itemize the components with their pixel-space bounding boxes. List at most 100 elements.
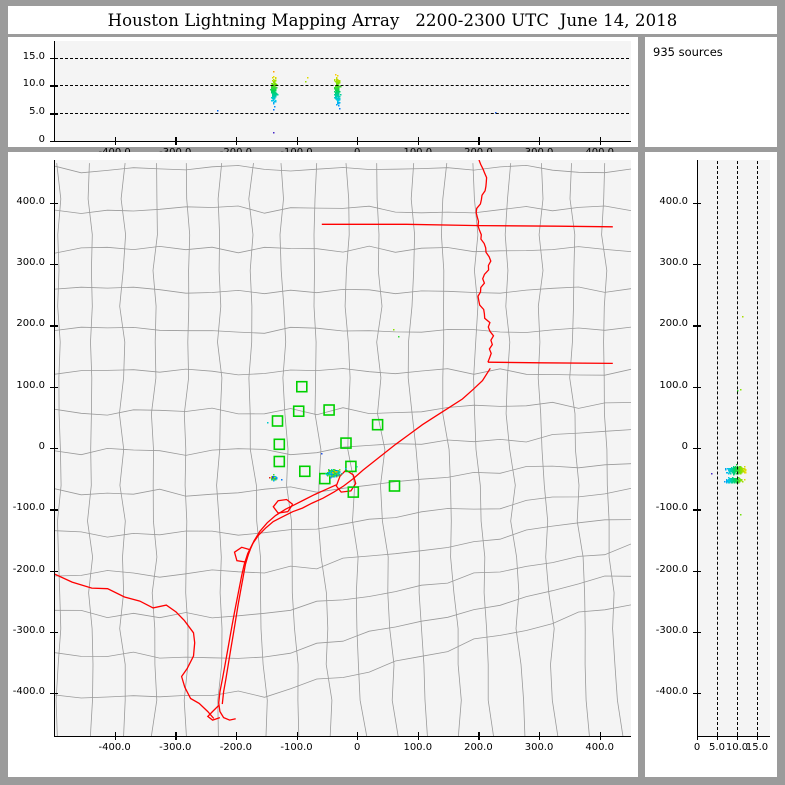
axis-tick-mark [693,570,701,572]
altitude-vs-east-west-plot[interactable] [54,41,631,142]
plan-view-map-plot[interactable] [54,160,631,737]
axis-tick-mark [175,137,177,145]
axis-tick-mark [693,264,701,266]
lma-station-marker [271,415,284,427]
lma-station-marker [318,472,331,485]
axis-tick-mark [599,137,601,145]
axis-tick-label: -100.0 [655,502,688,514]
axis-tick-label: 0 [353,742,361,753]
axis-tick-mark [693,509,701,511]
axis-tick-label: -100.0 [280,742,313,753]
axis-tick-mark [697,732,699,740]
lma-station-marker [273,455,286,468]
lma-station-marker [292,405,305,417]
map-svg [55,160,631,736]
axis-tick-mark [50,693,58,695]
axis-tick-mark [693,631,701,634]
north-south-vs-altitude-plot[interactable] [697,160,770,737]
axis-tick-label: 0 [681,441,688,452]
axis-tick-mark [757,732,759,740]
axis-tick-label: 300.0 [16,257,45,269]
axis-tick-mark [478,732,480,740]
axis-tick-mark [539,137,541,145]
lma-station-marker [299,465,311,478]
axis-tick-mark [114,137,116,145]
lma-station-marker [273,438,286,451]
sources-count-label: 935 sources [653,45,723,59]
axis-tick-label: -300.0 [12,624,45,636]
axis-tick-label: 400.0 [585,742,614,753]
axis-tick-label: -200.0 [12,563,45,575]
axis-tick-mark [50,509,58,511]
axis-tick-label: -300.0 [159,742,192,753]
lma-station-marker [296,380,308,393]
axis-tick-mark [693,325,701,327]
axis-tick-mark [717,732,719,740]
axis-tick-mark [114,732,116,740]
axis-tick-label: -300.0 [655,624,688,636]
axis-tick-mark [737,732,739,740]
axis-tick-mark [50,202,58,205]
axis-tick-mark [417,732,420,740]
axis-tick-label: 200.0 [464,742,493,753]
axis-tick-label: 100.0 [16,379,45,391]
axis-tick-label: 200.0 [16,318,45,330]
axis-tick-mark [539,732,541,740]
lma-station-marker [323,404,335,416]
axis-tick-mark [50,448,58,450]
sources-count-panel: 935 sources [645,37,777,147]
gulf-coastline [206,367,491,721]
axis-tick-label: 100.0 [403,742,433,753]
axis-tick-label: -400.0 [12,686,45,698]
axis-tick-mark [296,732,298,740]
north-south-vs-altitude-panel: -400.0 -300.0 -200.0 -100.0 0 100.0 200.0 300.0… [645,152,777,777]
axis-tick-label: 300.0 [659,257,688,269]
lma-station-marker [388,480,401,492]
axis-tick-mark [50,113,58,115]
axis-tick-mark [599,732,601,740]
title-bar: Houston Lightning Mapping Array 2200-230… [8,6,777,34]
axis-tick-mark [50,57,58,59]
lma-station-marker [347,486,360,498]
axis-tick-label: 400.0 [16,195,45,207]
axis-tick-label: -100.0 [12,502,45,514]
axis-tick-label: 5.0 [709,742,725,753]
axis-tick-label: -400.0 [98,742,131,753]
gridline-vertical [737,161,738,735]
axis-tick-mark [357,137,359,145]
axis-tick-mark [357,732,359,740]
axis-tick-label: 10.0 [22,78,45,90]
axis-tick-label: -400.0 [655,686,688,698]
axis-tick-label: 0 [693,742,701,753]
state-boundaries [55,160,613,719]
gridline-horizontal [55,113,629,115]
page-title: Houston Lightning Mapping Array 2200-230… [107,10,678,30]
axis-tick-mark [50,325,58,327]
lma-station-marker [340,437,352,449]
axis-tick-label: 400.0 [659,195,688,207]
axis-tick-label: 0 [38,441,45,452]
gridline-horizontal [55,57,629,59]
gridline-vertical [757,161,758,735]
axis-tick-mark [693,693,701,695]
gridline-vertical [717,161,718,735]
lma-station-markers [271,380,401,498]
axis-tick-mark [693,448,701,450]
altitude-vs-east-west-panel: 05.010.015.0-400.0-300.0-200.0-100.00100… [8,37,638,158]
axis-tick-label: 100.0 [659,379,688,391]
axis-tick-label: 300.0 [524,742,554,753]
axis-tick-mark [175,732,177,740]
altitude-scatter-svg [217,71,497,134]
axis-tick-label: 15.0 [22,50,45,62]
axis-tick-mark [235,137,238,145]
axis-tick-mark [50,141,58,143]
lma-station-marker [371,418,384,431]
gridline-horizontal [55,85,629,87]
axis-tick-label: 15.0 [745,742,769,753]
axis-tick-label: -200.0 [219,742,253,753]
axis-tick-mark [50,264,58,266]
county-boundaries [55,163,631,736]
axis-tick-label: 200.0 [659,318,688,330]
axis-tick-mark [478,137,480,145]
